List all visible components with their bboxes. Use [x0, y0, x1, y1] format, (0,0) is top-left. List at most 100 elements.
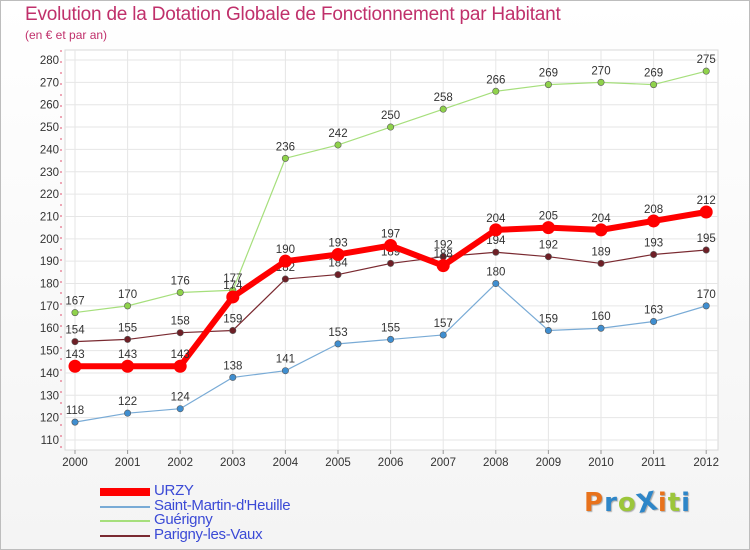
data-point	[492, 87, 500, 95]
legend-swatch	[100, 488, 150, 496]
y-tick-label: 120	[40, 413, 59, 425]
data-label: 159	[539, 313, 558, 325]
legend-item: Guérigny	[100, 511, 360, 528]
legend-label: URZY	[154, 482, 194, 499]
data-label: 190	[276, 244, 295, 256]
y-tick-label: 130	[40, 390, 59, 402]
data-point	[702, 246, 710, 254]
data-point	[281, 154, 289, 162]
data-point	[124, 409, 132, 417]
data-point	[281, 275, 289, 283]
data-label: 170	[697, 289, 716, 301]
data-point	[387, 123, 395, 131]
data-label: 159	[223, 313, 242, 325]
data-label: 204	[591, 213, 611, 225]
data-point	[594, 223, 608, 237]
y-tick-label: 200	[40, 234, 59, 246]
data-label: 143	[118, 349, 137, 361]
data-label: 193	[644, 237, 663, 249]
data-point	[71, 338, 79, 346]
data-point	[124, 302, 132, 310]
y-tick-label: 150	[40, 346, 59, 358]
x-tick-label: 2005	[325, 457, 351, 469]
x-tick-label: 2012	[693, 457, 719, 469]
y-tick-label: 210	[40, 211, 59, 223]
data-label: 170	[118, 289, 137, 301]
data-label: 141	[276, 354, 295, 366]
x-tick-label: 2010	[588, 457, 614, 469]
data-point	[173, 359, 187, 373]
x-tick-label: 2008	[483, 457, 509, 469]
data-point	[597, 324, 605, 332]
x-tick-label: 2009	[536, 457, 562, 469]
data-label: 275	[697, 54, 716, 66]
x-tick-label: 2004	[273, 457, 299, 469]
data-label: 122	[118, 396, 137, 408]
data-point	[281, 367, 289, 375]
data-point	[541, 221, 555, 235]
data-label: 158	[171, 316, 190, 328]
data-label: 143	[65, 349, 84, 361]
data-point	[699, 205, 713, 219]
data-point	[334, 271, 342, 279]
data-label: 242	[328, 128, 347, 140]
legend-label: Parigny-les-Vaux	[154, 525, 263, 543]
data-point	[71, 418, 79, 426]
data-label: 160	[591, 311, 610, 323]
data-point	[229, 373, 237, 381]
data-label: 124	[171, 392, 191, 404]
data-label: 212	[697, 195, 716, 207]
data-point	[334, 340, 342, 348]
data-label: 157	[434, 318, 453, 330]
legend-label: Guérigny	[154, 511, 213, 528]
data-point	[384, 239, 398, 253]
data-label: 176	[171, 275, 190, 287]
data-point	[436, 259, 450, 273]
legend-swatch	[100, 520, 150, 522]
y-tick-label: 280	[40, 55, 59, 67]
legend-item: Saint-Martin-d'Heuille	[100, 497, 360, 514]
proxiti-logo: ProXiti	[584, 486, 692, 520]
data-label: 269	[644, 68, 663, 80]
chart-title: Evolution de la Dotation Globale de Fonc…	[25, 4, 561, 25]
x-tick-label: 2011	[641, 457, 666, 469]
data-label: 189	[381, 246, 400, 258]
data-point	[650, 318, 658, 326]
data-label: 266	[486, 74, 505, 86]
data-point	[176, 329, 184, 337]
y-tick-label: 220	[40, 189, 59, 201]
data-point	[702, 302, 710, 310]
data-point	[597, 78, 605, 86]
y-tick-label: 140	[40, 368, 59, 380]
data-point	[176, 288, 184, 296]
x-tick-label: 2007	[430, 457, 456, 469]
data-label: 189	[591, 246, 610, 258]
data-label: 155	[381, 322, 400, 334]
data-label: 180	[486, 267, 505, 279]
data-label: 197	[381, 229, 400, 241]
x-tick-label: 2003	[220, 457, 246, 469]
data-label: 205	[539, 211, 558, 223]
data-point	[331, 247, 345, 261]
data-point	[492, 280, 500, 288]
data-point	[544, 253, 552, 261]
data-label: 269	[539, 68, 558, 80]
data-label: 153	[328, 327, 347, 339]
data-label: 154	[65, 325, 85, 337]
data-label: 192	[539, 240, 558, 252]
data-label: 155	[118, 322, 137, 334]
legend-swatch	[100, 534, 150, 537]
data-point	[68, 359, 82, 373]
data-label: 204	[486, 213, 506, 225]
data-point	[544, 81, 552, 89]
data-point	[334, 141, 342, 149]
data-label: 192	[434, 240, 453, 252]
data-label: 184	[328, 258, 348, 270]
y-tick-label: 260	[40, 100, 59, 112]
data-point	[647, 214, 661, 228]
chart-subtitle: (en € et par an)	[25, 28, 108, 42]
y-tick-label: 190	[40, 256, 59, 268]
y-tick-label: 170	[40, 301, 59, 313]
y-tick-label: 160	[40, 323, 59, 335]
